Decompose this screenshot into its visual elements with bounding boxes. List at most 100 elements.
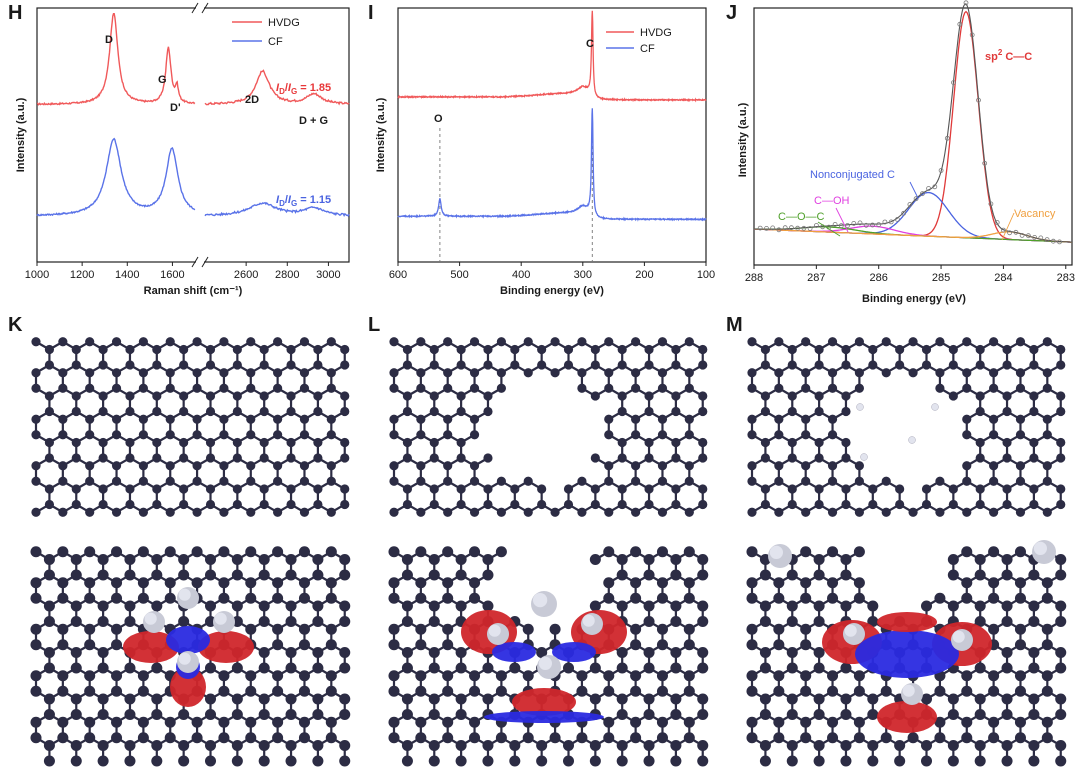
- carbon-atom: [1042, 383, 1052, 393]
- raw-point: [838, 223, 844, 229]
- carbon-atom: [312, 569, 324, 581]
- series-line-cf: [397, 108, 707, 222]
- carbon-atom: [178, 739, 190, 752]
- hydrogen-atom-highlight: [844, 624, 857, 637]
- carbon-atom: [496, 507, 506, 517]
- raw-point: [969, 32, 975, 38]
- carbon-atom: [326, 383, 336, 393]
- carbon-atom: [841, 453, 851, 463]
- carbon-atom: [70, 569, 82, 581]
- bond-group: [392, 340, 704, 514]
- carbon-atom: [656, 685, 668, 697]
- carbon-atom: [1029, 344, 1039, 355]
- carbon-atom: [246, 461, 256, 471]
- carbon-atom: [1055, 600, 1067, 612]
- carbon-atom: [192, 414, 202, 424]
- carbon-atom: [111, 461, 122, 471]
- carbon-atom: [58, 430, 68, 440]
- carbon-atom: [495, 670, 507, 682]
- carbon-atom: [469, 476, 480, 486]
- carbon-atom: [219, 476, 229, 486]
- carbon-atom: [165, 383, 175, 393]
- hydrogen-atom: [213, 611, 235, 633]
- carbon-atom: [840, 693, 852, 705]
- carbon-atom: [97, 693, 109, 705]
- carbon-atom: [231, 662, 243, 674]
- carbon-atom: [85, 461, 95, 471]
- carbon-atom: [98, 344, 108, 355]
- carbon-atom: [616, 600, 628, 612]
- carbon-atom: [1041, 670, 1053, 682]
- carbon-atom: [429, 391, 439, 401]
- carbon-atom: [840, 600, 852, 612]
- carbon-atom: [1056, 437, 1066, 448]
- carbon-atom: [975, 484, 985, 494]
- carbon-atom: [974, 569, 986, 581]
- carbon-atom: [44, 453, 55, 463]
- carbon-atom: [456, 391, 466, 401]
- carbon-atom: [43, 693, 55, 705]
- carbon-atom: [312, 739, 324, 752]
- panel-label-h: H: [8, 2, 23, 24]
- carbon-atom: [259, 406, 269, 417]
- carbon-atom: [698, 360, 708, 370]
- carbon-atom: [880, 732, 892, 744]
- carbon-atom: [71, 453, 81, 463]
- raw-point: [957, 21, 963, 27]
- carbon-atom: [259, 437, 269, 448]
- carbon-atom: [455, 708, 467, 721]
- raw-point: [1019, 232, 1025, 238]
- raw-point: [870, 222, 875, 228]
- carbon-atom: [841, 344, 851, 355]
- raw-point: [894, 216, 900, 222]
- carbon-atom: [975, 499, 985, 510]
- carbon-atom: [773, 623, 785, 635]
- raw-point: [876, 222, 882, 228]
- carbon-atom: [469, 546, 481, 558]
- carbon-atom: [683, 732, 695, 744]
- carbon-atom: [1056, 360, 1066, 370]
- carbon-atom: [814, 499, 824, 510]
- carbon-atom: [801, 507, 811, 517]
- carbon-atom: [787, 499, 797, 510]
- carbon-atom: [455, 600, 467, 612]
- carbon-atom: [563, 499, 574, 510]
- carbon-atom: [523, 337, 533, 347]
- carbon-atom: [921, 360, 932, 370]
- carbon-atom: [204, 662, 217, 674]
- carbon-atom: [495, 546, 507, 558]
- carbon-atom: [563, 484, 574, 494]
- carbon-atom: [920, 739, 933, 752]
- carbon-atom: [1056, 344, 1066, 355]
- carbon-atom: [947, 693, 959, 705]
- carbon-atom: [698, 406, 708, 417]
- carbon-atom: [1002, 437, 1012, 448]
- raw-point: [1025, 233, 1031, 239]
- carbon-atom: [643, 739, 655, 752]
- carbon-atom: [989, 414, 999, 424]
- carbon-atom: [402, 391, 413, 401]
- carbon-atom: [774, 461, 784, 471]
- x-axis-title: Binding energy (eV): [500, 285, 604, 297]
- carbon-atom: [854, 461, 864, 471]
- carbon-atom: [125, 344, 135, 355]
- carbon-atom: [522, 732, 534, 744]
- carbon-atom: [138, 461, 148, 471]
- carbon-atom: [30, 577, 42, 589]
- carbon-atom: [814, 406, 824, 417]
- x-tick-label: 400: [512, 269, 530, 281]
- carbon-atom: [416, 476, 426, 486]
- carbon-atom: [483, 484, 493, 494]
- carbon-atom: [961, 577, 973, 589]
- carbon-atom: [854, 476, 864, 486]
- carbon-atom: [1028, 569, 1040, 581]
- carbon-atom: [947, 600, 959, 612]
- carbon-atom: [867, 708, 879, 721]
- carbon-atom: [179, 406, 189, 417]
- carbon-atom: [151, 755, 163, 767]
- carbon-atom: [961, 592, 973, 604]
- carbon-atom: [442, 732, 454, 744]
- carbon-atom: [787, 391, 797, 401]
- carbon-atom: [589, 755, 601, 767]
- carbon-atom: [1015, 337, 1026, 347]
